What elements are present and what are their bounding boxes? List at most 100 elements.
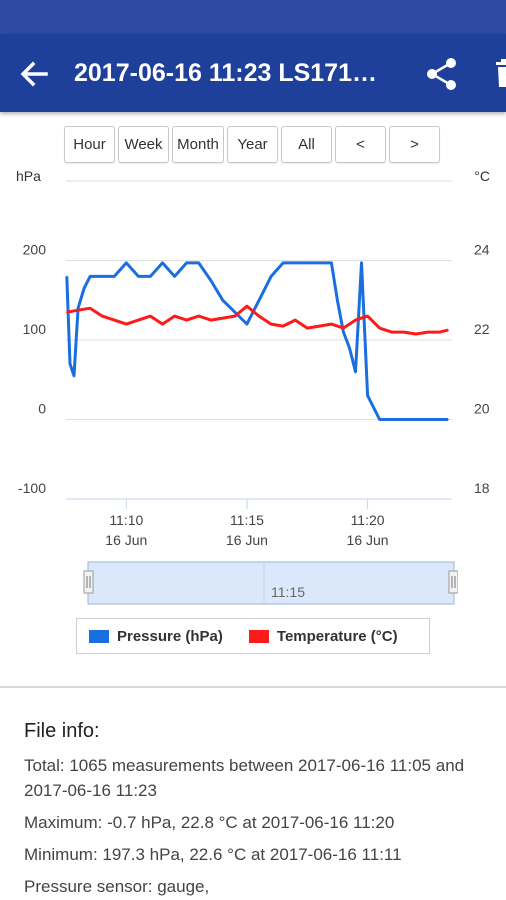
left-axis-unit: hPa bbox=[16, 168, 41, 184]
month-button[interactable]: Month bbox=[172, 126, 224, 163]
share-button[interactable] bbox=[422, 54, 462, 94]
temperature-point bbox=[125, 323, 128, 325]
pressure-point bbox=[348, 347, 351, 349]
navigator-right-handle[interactable] bbox=[448, 570, 458, 594]
week-button[interactable]: Week bbox=[118, 126, 169, 163]
temperature-point bbox=[77, 309, 79, 311]
pressure-point bbox=[336, 299, 339, 302]
divider bbox=[0, 686, 506, 688]
temperature-legend-label[interactable]: Temperature (°C) bbox=[276, 627, 398, 645]
right-tick-label: 20 bbox=[474, 401, 490, 417]
temperature-point bbox=[306, 327, 309, 329]
right-tick-label: 22 bbox=[474, 321, 490, 337]
temperature-point bbox=[258, 315, 260, 317]
left-tick-label: 200 bbox=[23, 242, 47, 258]
temperature-point bbox=[294, 319, 297, 321]
pressure-point bbox=[66, 275, 68, 278]
left-tick-label: 100 bbox=[23, 321, 47, 337]
navigator-window[interactable] bbox=[87, 561, 455, 605]
temperature-series-line bbox=[66, 304, 449, 336]
pressure-point bbox=[125, 262, 128, 264]
pressure-point bbox=[439, 418, 441, 421]
right-tick-label: 18 bbox=[474, 480, 490, 496]
pressure-point bbox=[378, 418, 381, 421]
previous-button[interactable]: < bbox=[335, 126, 386, 163]
temperature-point bbox=[427, 331, 429, 333]
temperature-point bbox=[197, 315, 200, 317]
all-button[interactable]: All bbox=[281, 126, 332, 163]
pressure-legend-label[interactable]: Pressure (hPa) bbox=[117, 627, 223, 645]
temperature-point bbox=[415, 333, 417, 335]
pressure-point bbox=[342, 331, 345, 333]
pressure-point bbox=[77, 307, 79, 309]
share-icon bbox=[427, 58, 456, 90]
pressure-point bbox=[390, 418, 393, 421]
right-tick-label: 24 bbox=[474, 242, 490, 258]
pressure-point bbox=[73, 375, 75, 377]
temperature-point bbox=[282, 325, 284, 327]
temperature-point bbox=[330, 323, 333, 325]
right-axis-ticks: 24 22 20 18 bbox=[474, 242, 490, 497]
temperature-point bbox=[342, 327, 345, 329]
temperature-point bbox=[222, 317, 224, 319]
temperature-point bbox=[137, 319, 140, 321]
x-tick-date: 16 Jun bbox=[347, 532, 389, 548]
x-axis-ticks: 11:10 16 Jun 11:15 16 Jun 11:20 16 Jun bbox=[105, 499, 389, 548]
arrow-left-icon bbox=[20, 61, 48, 87]
temperature-point bbox=[101, 315, 103, 317]
pressure-point bbox=[101, 275, 103, 278]
temperature-point bbox=[403, 331, 405, 333]
delete-button[interactable] bbox=[490, 54, 506, 94]
pressure-series-line bbox=[65, 261, 448, 421]
app-bar: 2017-06-16 11:23 LS171… bbox=[0, 34, 506, 112]
pressure-point bbox=[306, 262, 309, 264]
temperature-point bbox=[113, 319, 116, 321]
temperature-point bbox=[390, 331, 393, 333]
pressure-point bbox=[366, 394, 369, 397]
pressure-point bbox=[415, 418, 417, 421]
file-info-title: File info: bbox=[24, 720, 100, 742]
pressure-point bbox=[210, 279, 212, 282]
pressure-point bbox=[149, 275, 152, 278]
range-button-group: Hour Week Month Year All < > bbox=[64, 126, 443, 164]
navigator-left-handle[interactable] bbox=[83, 570, 94, 594]
x-tick-time: 11:10 bbox=[109, 512, 143, 528]
pressure-point bbox=[270, 275, 272, 278]
pressure-point bbox=[234, 311, 236, 313]
temperature-point bbox=[234, 315, 236, 317]
temperature-point bbox=[89, 307, 91, 309]
file-info-total: Total: 1065 measurements between 2017-06… bbox=[24, 756, 465, 800]
range-navigator[interactable]: 11:15 bbox=[66, 560, 458, 606]
next-button[interactable]: > bbox=[389, 126, 440, 163]
pressure-point bbox=[83, 287, 85, 290]
status-bar bbox=[0, 0, 506, 34]
pressure-point bbox=[294, 262, 297, 264]
pressure-point bbox=[222, 299, 224, 302]
app-title: 2017-06-16 11:23 LS171… bbox=[74, 59, 377, 87]
pressure-point bbox=[137, 275, 140, 278]
chart-series bbox=[65, 261, 449, 421]
temperature-point bbox=[366, 315, 369, 317]
temperature-point bbox=[318, 325, 321, 327]
pressure-point bbox=[246, 323, 248, 325]
pressure-point bbox=[185, 262, 188, 264]
pressure-point bbox=[282, 262, 284, 264]
navigator-label: 11:15 bbox=[271, 584, 305, 600]
temperature-point bbox=[210, 319, 212, 321]
pressure-point bbox=[89, 275, 91, 278]
right-axis-unit: °C bbox=[474, 168, 490, 184]
x-tick-time: 11:15 bbox=[230, 512, 264, 528]
hour-button[interactable]: Hour bbox=[64, 126, 115, 163]
temperature-point bbox=[66, 311, 68, 313]
temperature-point bbox=[378, 327, 381, 329]
temperature-point bbox=[447, 329, 449, 331]
x-tick-date: 16 Jun bbox=[105, 532, 147, 548]
back-button[interactable] bbox=[14, 54, 54, 94]
pressure-point bbox=[69, 363, 71, 365]
file-info-sensor: Pressure sensor: gauge, bbox=[24, 877, 210, 896]
temperature-point bbox=[270, 323, 272, 325]
left-axis-ticks: 200 100 0 -100 bbox=[18, 242, 46, 497]
year-button[interactable]: Year bbox=[227, 126, 278, 163]
pressure-point bbox=[330, 262, 333, 264]
